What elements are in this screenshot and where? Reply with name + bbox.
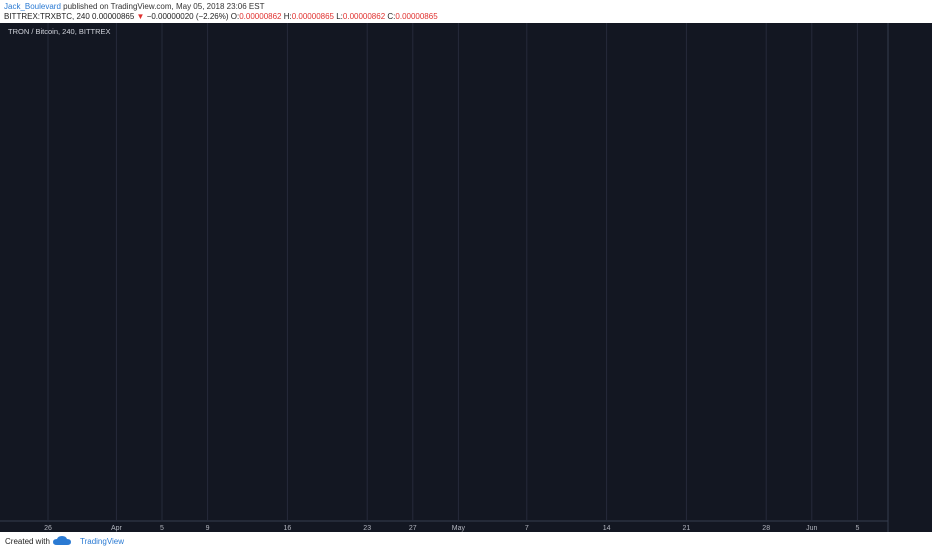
tradingview-brand[interactable]: TradingView xyxy=(80,537,125,546)
low-value: 0.00000862 xyxy=(342,12,386,21)
high-value: 0.00000865 xyxy=(291,12,334,21)
low-label: L: xyxy=(336,12,343,21)
x-tick-label: 16 xyxy=(284,525,292,532)
last-price: 0.00000865 xyxy=(92,12,135,21)
open-value: 0.00000862 xyxy=(239,12,282,21)
x-tick-label: Jun xyxy=(806,525,817,532)
x-tick-label: 5 xyxy=(160,525,164,532)
close-value: 0.00000865 xyxy=(395,12,438,21)
chart-title: TRON / Bitcoin, 240, BITTREX xyxy=(8,27,111,36)
x-tick-label: May xyxy=(452,525,466,532)
symbol-name: BITTREX:TRXBTC, 240 xyxy=(4,12,90,21)
close-label: C: xyxy=(387,12,396,21)
x-tick-label: 9 xyxy=(206,525,210,532)
tradingview-cloud-icon xyxy=(53,536,71,545)
price-change: −0.00000020 (−2.26%) xyxy=(146,12,229,21)
x-tick-label: Apr xyxy=(111,525,123,532)
x-tick-label: 27 xyxy=(409,525,417,532)
chart-background xyxy=(0,23,932,532)
down-arrow-icon: ▼ xyxy=(136,12,145,21)
x-tick-label: 5 xyxy=(855,525,859,532)
x-tick-label: 23 xyxy=(363,525,371,532)
created-with-text: Created with xyxy=(5,537,50,546)
price-chart[interactable]: 0.000004000.000004500.000005000.00000550… xyxy=(0,23,932,532)
open-label: O: xyxy=(230,12,240,21)
x-tick-label: 28 xyxy=(762,525,770,532)
x-tick-label: 26 xyxy=(44,525,52,532)
publish-info: Jack_Boulevard published on TradingView.… xyxy=(4,2,264,11)
x-tick-label: 14 xyxy=(603,525,611,532)
x-tick-label: 21 xyxy=(683,525,691,532)
x-tick-label: 7 xyxy=(525,525,529,532)
symbol-info: BITTREX:TRXBTC, 240 0.00000865 ▼ −0.0000… xyxy=(4,12,438,21)
high-label: H: xyxy=(283,12,292,21)
footer: Created with TradingView xyxy=(0,532,932,550)
published-text: published on TradingView.com, May 05, 20… xyxy=(63,2,265,11)
author-link[interactable]: Jack_Boulevard xyxy=(4,2,61,11)
